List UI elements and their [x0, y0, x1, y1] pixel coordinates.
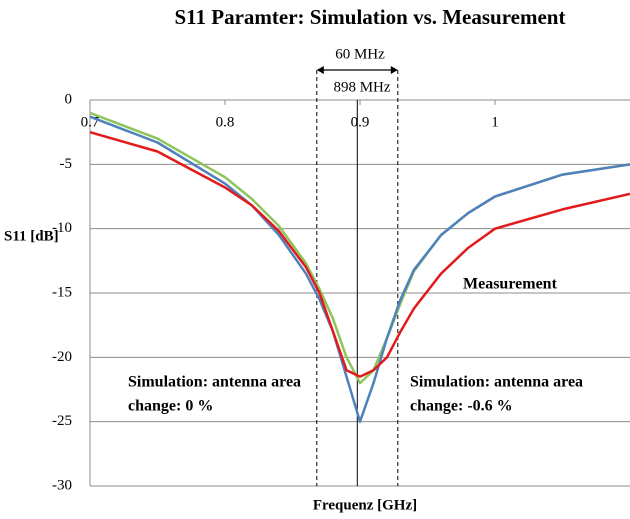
- series-line: [89, 130, 630, 378]
- y-tick-label: -5: [60, 156, 73, 172]
- annotation: change: -0.6 %: [410, 398, 513, 415]
- span-label: 60 MHz: [335, 46, 385, 62]
- y-tick-label: -10: [52, 220, 72, 236]
- y-tick-label: -25: [52, 413, 72, 429]
- x-tick-label: 1: [491, 114, 499, 130]
- y-tick-label: 0: [65, 91, 73, 107]
- x-tick-label: 0.8: [216, 114, 235, 130]
- x-axis-label: Frequenz [GHz]: [313, 497, 417, 513]
- y-tick-label: -30: [52, 477, 72, 493]
- annotation: Simulation: antenna area: [410, 374, 583, 391]
- center-label: 898 MHz: [333, 79, 390, 95]
- annotation: Measurement: [463, 276, 558, 293]
- y-tick-label: -20: [52, 349, 72, 365]
- annotation: Simulation: antenna area: [128, 374, 301, 391]
- y-axis-label: S11 [dB]: [4, 228, 59, 244]
- annotation: change: 0 %: [128, 398, 213, 415]
- y-tick-label: -15: [52, 284, 72, 300]
- chart-title: S11 Paramter: Simulation vs. Measurement: [175, 5, 566, 29]
- series-line: [89, 111, 630, 385]
- x-tick-label: 0.9: [351, 114, 370, 130]
